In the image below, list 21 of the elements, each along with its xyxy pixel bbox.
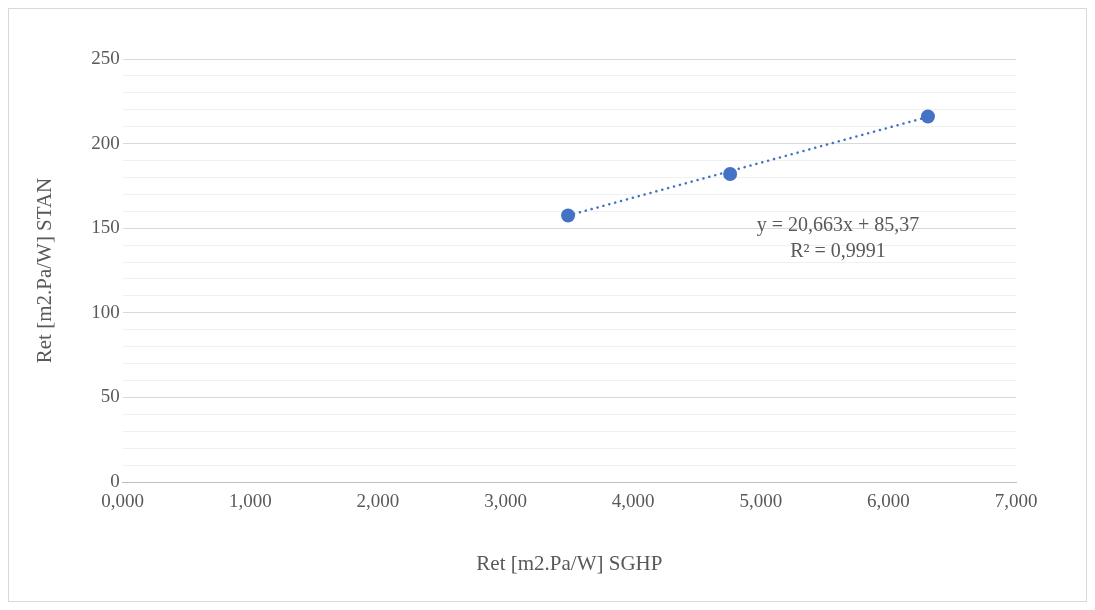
- x-tick-label: 4,000: [611, 490, 655, 512]
- x-tick-label: 6,000: [867, 490, 910, 512]
- y-tick-label: 100: [91, 300, 120, 322]
- y-tick-label: 250: [91, 46, 120, 68]
- annotation: R² = 0,9991: [790, 238, 886, 261]
- x-tick-label: 2,000: [356, 490, 400, 512]
- point: [561, 208, 576, 223]
- x-axis-title: Ret [m2.Pa/W] SGHP: [476, 550, 663, 575]
- point: [920, 109, 935, 124]
- y-tick-label: 50: [100, 385, 120, 407]
- x-tick-label: 3,000: [484, 490, 527, 512]
- y-axis-title: Ret [m2.Pa/W] STAN: [32, 177, 57, 364]
- annotation: y = 20,663x + 85,37: [756, 212, 920, 236]
- x-tick-label: 7,000: [994, 490, 1038, 512]
- x-tick-label: 0,000: [101, 490, 145, 512]
- y-tick-label: 150: [91, 216, 120, 238]
- y-tick-label: 200: [91, 131, 120, 153]
- y-tick-label: 0: [110, 469, 120, 491]
- x-tick-label: 5,000: [739, 490, 783, 512]
- point: [723, 167, 738, 182]
- x-tick-label: 1,000: [228, 490, 272, 512]
